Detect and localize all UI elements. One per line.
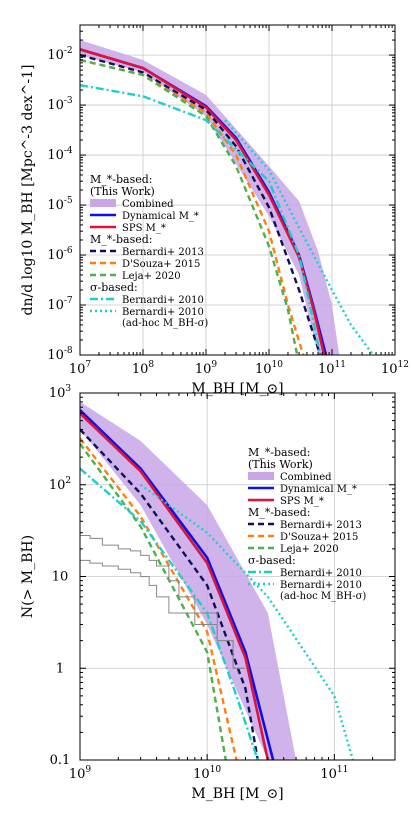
series-leja-line: [80, 58, 299, 355]
y-axis: 0.1 1 10 102 103: [49, 384, 395, 768]
legend-label-dsouza: D'Souza+ 2015: [122, 259, 200, 270]
y-tick-label: 10-4: [47, 146, 73, 163]
x-tick-label: 1010: [193, 765, 221, 782]
y-tick-label: 10-5: [47, 196, 73, 213]
x-axis: 107 108 109 1010 1011 1012: [69, 25, 409, 377]
legend-header: σ-based:: [248, 554, 296, 567]
x-tick-label: 1012: [381, 360, 409, 377]
x-tick-label: 1010: [255, 360, 283, 377]
legend-label-combined: Combined: [122, 199, 174, 210]
chart-panel-2: 109 1010 1011 0.1 1 10 102 103 M_BH [M_⊙] N(> M_B…: [20, 384, 396, 802]
legend-header: σ-based:: [90, 281, 138, 294]
legend-label-sps: SPS M_*: [280, 496, 324, 507]
x-axis-label: M_BH [M_⊙]: [191, 381, 283, 397]
legend-label-bern10ah: Bernardi+ 2010: [122, 307, 204, 318]
series-bern10ah-line: [139, 483, 355, 760]
plot-area: [80, 40, 375, 355]
x-tick-label: 1011: [320, 765, 348, 782]
legend-header: M_*-based:: [90, 173, 152, 186]
x-axis-label: M_BH [M_⊙]: [191, 786, 283, 802]
y-tick-label: 10-3: [47, 96, 73, 113]
series-bern10ah-line: [224, 119, 375, 355]
y-tick-label: 10-8: [47, 346, 73, 363]
y-tick-label: 1: [56, 661, 64, 676]
legend-header: M_*-based:: [90, 233, 152, 246]
legend-label-leja: Leja+ 2020: [280, 544, 339, 555]
y-tick-label: 102: [49, 476, 71, 493]
x-tick-label: 109: [69, 765, 92, 782]
series-bern-line: [80, 53, 322, 355]
legend-label-dyn: Dynamical M_*: [122, 211, 199, 222]
y-tick-label: 10-2: [47, 46, 72, 63]
legend-header: (This Work): [248, 458, 313, 471]
plot-area: [80, 401, 355, 760]
series-hist1-line: [80, 534, 246, 669]
y-axis-label: N(> M_BH): [20, 535, 36, 618]
series-hist2-line: [80, 559, 246, 669]
y-tick-label: 10: [52, 570, 69, 585]
legend-header: (This Work): [90, 185, 155, 198]
series-sps-line: [80, 412, 270, 760]
series-bern-line: [80, 428, 259, 760]
legend-label-dsouza: D'Souza+ 2015: [280, 532, 358, 543]
legend-label-bern10: Bernardi+ 2010: [280, 568, 362, 579]
legend-subtext: (ad-hoc M_BH-σ): [122, 318, 208, 329]
series-bern10-line: [80, 84, 322, 355]
legend-label-bern10ah: Bernardi+ 2010: [280, 580, 362, 591]
legend-swatch-combined: [248, 472, 274, 480]
y-axis: 10-8 10-7 10-6 10-5 10-4 10-3 10-2: [47, 24, 395, 363]
legend-label-leja: Leja+ 2020: [122, 271, 181, 282]
series-dyn-line: [80, 409, 275, 760]
x-tick-label: 109: [195, 360, 218, 377]
legend-swatch-combined: [90, 199, 116, 207]
y-tick-label: 10-6: [47, 246, 73, 263]
series-dsouza-line: [80, 437, 238, 760]
series-sps-line: [80, 48, 326, 355]
x-axis: 109 1010 1011: [69, 393, 396, 782]
y-tick-label: 0.1: [50, 753, 71, 768]
legend-header: M_*-based:: [248, 506, 310, 519]
x-tick-label: 1011: [318, 360, 346, 377]
y-tick-label: 10-7: [47, 296, 73, 313]
legend-label-combined: Combined: [280, 472, 332, 483]
legend-label-bern: Bernardi+ 2013: [122, 247, 204, 258]
legend-subtext: (ad-hoc M_BH-σ): [280, 591, 366, 602]
legend-label-dyn: Dynamical M_*: [280, 484, 357, 495]
legend-label-bern: Bernardi+ 2013: [280, 520, 362, 531]
legend-header: M_*-based:: [248, 446, 310, 459]
x-tick-label: 107: [69, 360, 92, 377]
x-tick-label: 108: [132, 360, 155, 377]
y-tick-label: 103: [49, 384, 72, 401]
series-leja-line: [80, 443, 227, 760]
legend-label-bern10: Bernardi+ 2010: [122, 295, 204, 306]
y-axis-label: dn/d log10 M_BH [Mpc^-3 dex^-1]: [20, 65, 36, 316]
chart-panel-1: 107 108 109 1010 1011 101210-810-710-610-510-…: [20, 24, 409, 397]
legend-label-sps: SPS M_*: [122, 223, 166, 234]
series-combined-band: [80, 401, 297, 760]
